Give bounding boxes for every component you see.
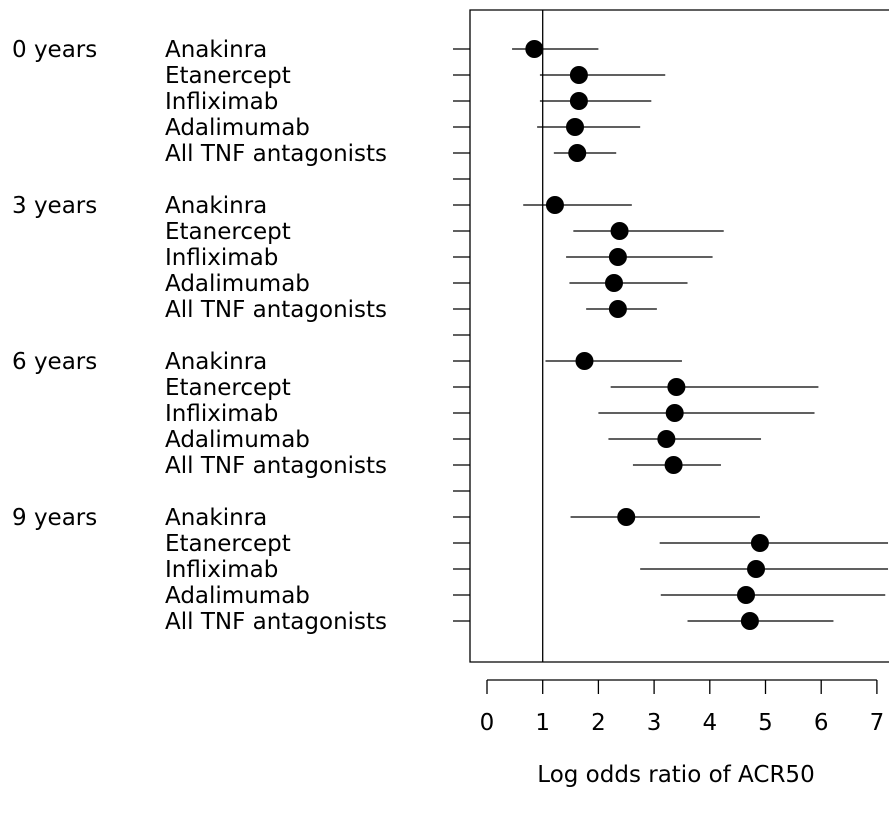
row-label: Etanercept <box>165 531 291 557</box>
x-tick-label: 0 <box>480 710 495 736</box>
row-labels: 0 years AnakinraEtanerceptInfliximabAdali… <box>12 37 387 635</box>
row-label: Adalimumab <box>165 271 310 297</box>
group-label: 3 years <box>12 193 97 219</box>
row-label: Adalimumab <box>165 115 310 141</box>
x-axis-title: Log odds ratio of ACR50 <box>537 762 814 788</box>
point-estimate <box>604 274 623 292</box>
x-tick-label: 4 <box>702 710 717 736</box>
point-estimate <box>608 300 627 318</box>
point-estimate <box>665 404 684 422</box>
x-tick-label: 6 <box>814 710 829 736</box>
point-estimate <box>575 352 594 370</box>
point-estimate <box>657 430 676 448</box>
row-label: Anakinra <box>165 37 267 63</box>
row-label: Infliximab <box>165 245 278 271</box>
group-label: 6 years <box>12 349 97 375</box>
row-label: All TNF antagonists <box>165 141 387 167</box>
point-estimate <box>566 118 585 136</box>
x-axis: 0 1 2 3 4 5 6 7 <box>480 679 885 736</box>
point-estimate <box>617 508 636 526</box>
point-estimate <box>750 534 769 552</box>
row-label: All TNF antagonists <box>165 297 387 323</box>
row-label: All TNF antagonists <box>165 453 387 479</box>
row-label: Infliximab <box>165 557 278 583</box>
point-estimate <box>664 456 683 474</box>
x-tick-label: 3 <box>647 710 662 736</box>
point-estimate <box>740 612 759 630</box>
point-estimate <box>747 560 766 578</box>
x-tick-label: 5 <box>758 710 773 736</box>
point-estimate <box>737 586 756 604</box>
point-estimate <box>608 248 627 266</box>
group-label: 0 years <box>12 37 97 63</box>
point-estimate <box>545 196 564 214</box>
row-label: Etanercept <box>165 375 291 401</box>
row-label: All TNF antagonists <box>165 609 387 635</box>
point-estimate <box>610 222 629 240</box>
row-label: Etanercept <box>165 63 291 89</box>
point-estimate <box>667 378 686 396</box>
row-label: Anakinra <box>165 193 267 219</box>
plot-box <box>469 9 889 663</box>
row-label: Infliximab <box>165 401 278 427</box>
x-tick-label: 2 <box>591 710 606 736</box>
point-estimate <box>568 144 587 162</box>
point-estimate <box>569 66 588 84</box>
row-label: Etanercept <box>165 219 291 245</box>
point-estimates <box>525 40 769 630</box>
group-label: 9 years <box>12 505 97 531</box>
point-estimate <box>525 40 544 58</box>
row-ticks <box>453 48 470 622</box>
point-estimate <box>569 92 588 110</box>
row-label: Adalimumab <box>165 583 310 609</box>
x-tick-label: 1 <box>535 710 550 736</box>
row-label: Adalimumab <box>165 427 310 453</box>
x-tick-label: 7 <box>870 710 885 736</box>
row-label: Anakinra <box>165 349 267 375</box>
confidence-intervals <box>512 48 889 622</box>
row-label: Anakinra <box>165 505 267 531</box>
row-label: Infliximab <box>165 89 278 115</box>
plot-frame <box>469 9 889 663</box>
